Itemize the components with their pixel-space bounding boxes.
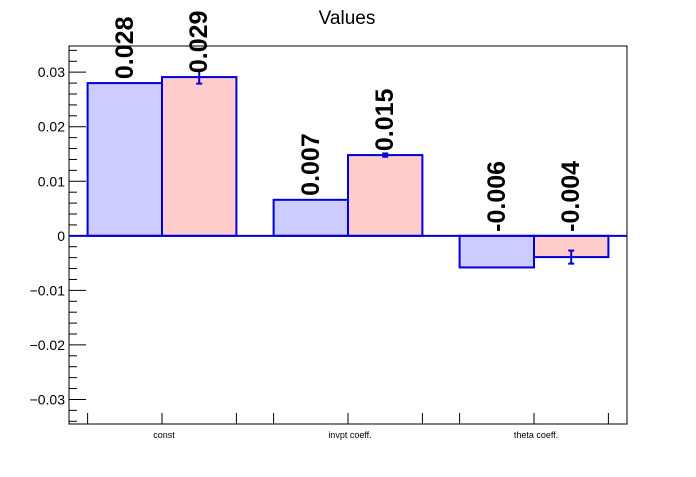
y-tick-label: −0.03 (30, 391, 66, 407)
bar-1-series-0 (272, 198, 350, 237)
x-category-label: const (153, 430, 175, 440)
data-label-1-series-0: 0.007 (297, 133, 325, 196)
chart-title: Values (319, 8, 376, 29)
error-bars-group (196, 69, 575, 265)
bar-0-series-1 (161, 76, 238, 237)
y-tick-label: −0.02 (30, 337, 66, 353)
data-label-2-series-0: -0.006 (483, 161, 511, 232)
data-labels-group: 0.028 0.007 -0.006 0.029 0.015 -0.004 (111, 11, 585, 232)
data-label-2-series-1: -0.004 (557, 161, 585, 232)
data-label-1-series-1: 0.015 (371, 88, 399, 151)
data-label-0-series-1: 0.029 (185, 11, 213, 74)
y-tick-label: 0.02 (38, 119, 65, 135)
bar-2-series-0 (458, 234, 536, 269)
bar-0-series-0 (86, 82, 163, 237)
x-category-label: invpt coeff. (328, 430, 371, 440)
y-tick-label: 0 (57, 228, 65, 244)
bar-1-series-1 (347, 154, 424, 237)
y-axis: 0.03 0.02 0.01 0 −0.01 −0.02 −0.03 (30, 49, 86, 422)
x-category-label: theta coeff. (514, 430, 558, 440)
data-label-0-series-0: 0.028 (111, 16, 139, 79)
y-tick-label: 0.01 (38, 173, 65, 189)
y-tick-label: −0.01 (30, 282, 66, 298)
x-axis: const invpt coeff. theta coeff. (87, 413, 609, 440)
bars-group (86, 76, 610, 269)
y-tick-label: 0.03 (38, 64, 65, 80)
